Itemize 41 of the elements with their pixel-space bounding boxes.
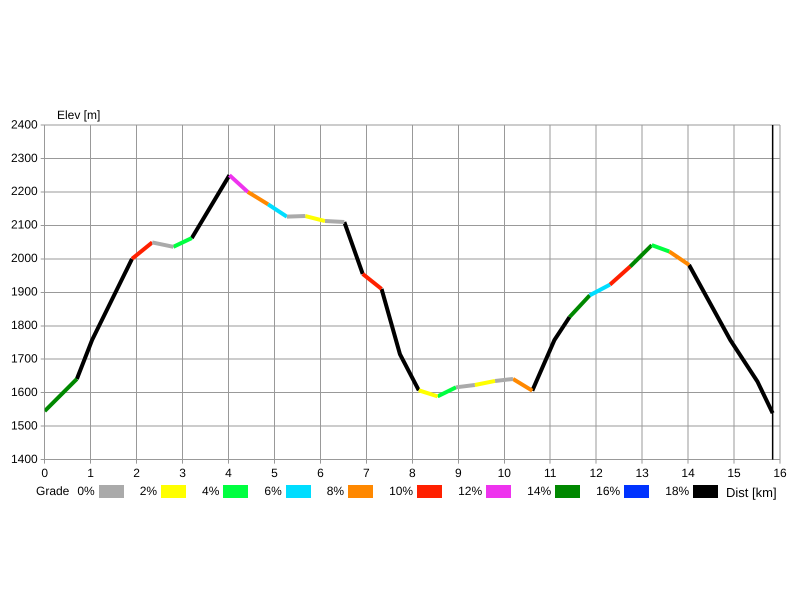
x-tick-label: 8 (409, 466, 416, 480)
legend-label: 2% (140, 484, 158, 498)
x-tick-label: 5 (271, 466, 278, 480)
x-tick-label: 11 (544, 466, 557, 480)
x-tick-label: 0 (41, 466, 48, 480)
y-tick-label: 2000 (10, 251, 38, 266)
x-tick-label: 3 (179, 466, 186, 480)
y-tick-label: 1800 (10, 318, 38, 332)
legend-label: 0% (77, 484, 95, 498)
x-tick-label: 7 (363, 466, 370, 480)
legend-title: Grade (36, 484, 70, 498)
x-tick-label: 12 (589, 466, 604, 480)
legend-label: 6% (264, 484, 282, 498)
x-tick-label: 1 (87, 466, 94, 480)
x-tick-label: 4 (225, 466, 232, 480)
x-tick-label: 13 (635, 466, 650, 480)
legend-label: 4% (202, 484, 220, 498)
x-tick-label: 16 (773, 466, 787, 480)
legend-label: 8% (326, 484, 344, 498)
y-tick-label: 2300 (10, 150, 38, 165)
legend-label: 12% (458, 484, 482, 498)
y-tick-label: 1400 (10, 452, 38, 466)
y-tick-label: 2100 (10, 218, 38, 232)
x-tick-label: 14 (681, 466, 696, 480)
y-tick-label: 2400 (10, 117, 38, 132)
x-tick-label: 9 (454, 466, 462, 480)
y-tick-label: 1600 (10, 384, 38, 399)
y-tick-label: 2200 (10, 184, 38, 198)
legend-label: 16% (596, 484, 620, 498)
y-tick-label: 1700 (10, 352, 38, 366)
legend-label: 14% (527, 484, 552, 498)
y-tick-label: 1900 (10, 284, 38, 299)
x-tick-label: 10 (498, 466, 512, 480)
legend-label: 18% (665, 484, 690, 498)
legend-label: 10% (389, 484, 414, 498)
x-tick-label: 6 (317, 466, 324, 480)
x-axis-title: Dist [km] (726, 485, 777, 500)
y-tick-label: 1500 (10, 418, 38, 432)
y-axis-title: Elev [m] (57, 108, 100, 122)
x-tick-label: 15 (727, 466, 742, 480)
x-tick-label: 2 (133, 466, 140, 480)
